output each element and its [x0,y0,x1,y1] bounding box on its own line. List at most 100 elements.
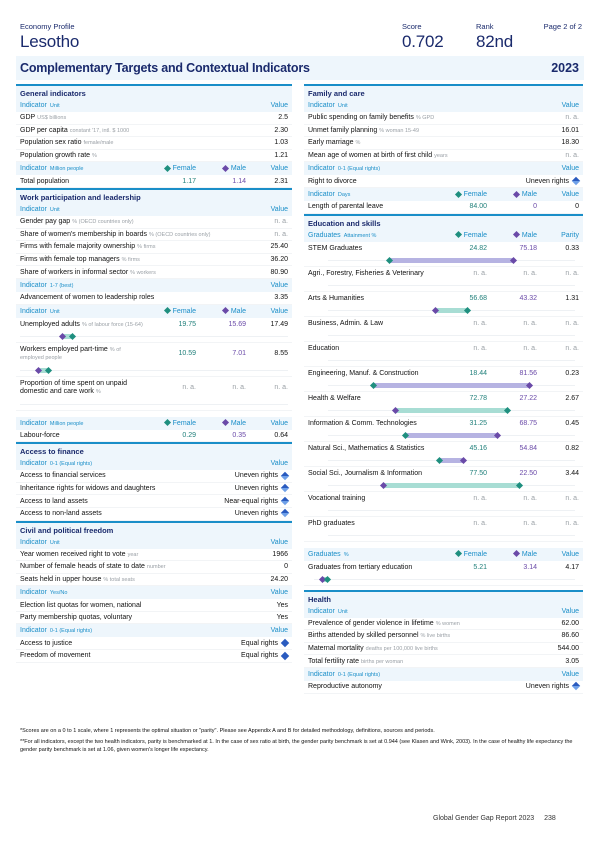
row-unit: % (OECD countries only) [149,231,211,238]
female-diamond-icon [454,231,462,239]
row-label: Labour-force [20,431,60,439]
row-label: Arts & Humanities [308,294,365,302]
row-label-cell: Births attended by skilled personnel% li… [308,632,561,639]
indicator-header-label: Indicator [20,419,47,427]
bar-baseline [328,534,575,536]
bar-row: Natural Sci., Mathematics & Statistics 45… [304,442,583,467]
row-value: 80.90 [270,268,288,276]
gap-segment [383,482,520,488]
female-diamond-icon [454,550,462,558]
rank-label: Rank [476,22,494,31]
bar-row: PhD graduates n. a. n. a. n. a. [304,517,583,542]
male-value: n. a. [232,384,246,392]
banner-year: 2023 [551,61,579,75]
row-label-cell: Unmet family planning% woman 15-49 [308,127,561,134]
table-row: Right to divorce Uneven rights [304,175,583,188]
row-label: Access to financial services [20,472,106,480]
row-label-cell: STEM Graduates [308,245,437,252]
section-civil-political-freedom: Civil and political freedom Indicator Unit… [16,520,292,663]
row-unit: number [146,564,166,571]
row-label: Unmet family planning [308,126,378,134]
unit-header-label: 0-1 (Equal rights) [337,166,381,173]
row-unit: constant '17, intl. $ 1000 [69,127,130,134]
male-value: 75.18 [519,244,537,252]
row-label-cell: Advancement of women to leadership roles [20,294,274,301]
indicator-header-label: Indicator [308,190,335,198]
rights-value: Uneven rights [525,683,569,691]
row-label-cell: Maternal mortality deaths per 100,000 liv… [308,645,558,652]
rights-value: Equal rights [241,652,278,660]
value-header-label: Value [561,670,579,678]
bar-row: Education n. a. n. a. n. a. [304,342,583,367]
row-label: Education [308,344,340,352]
row-unit: US$ billions [37,115,67,122]
female-value: 31.25 [469,419,487,427]
male-header: Male [196,307,246,315]
rank-value: 82nd [476,32,514,51]
column-header-indicator: Graduates Attainment % [308,232,437,239]
row-label-cell: Natural Sci., Mathematics & Statistics [308,445,437,452]
rights-value: Equal rights [241,639,278,647]
column-header-indicator: Indicator 0-1 (Equal rights) [308,671,537,678]
bar-baseline [314,578,575,580]
left-column: General indicators Indicator Unit Value GDP U… [16,84,292,663]
row-unit: % live births [420,633,451,640]
indicator-header-label: Indicator [308,607,335,615]
row-value: n. a. [565,269,579,277]
table-row: Access to non-land assets Uneven rights [16,508,292,521]
column-header-indicator: Indicator Unit [20,308,146,315]
column-header-indicator: Indicator Million people [20,420,146,427]
row-label: Access to land assets [20,497,88,505]
female-value: n. a. [473,519,487,527]
column-header-indicator: Indicator 0-1 (Equal rights) [20,627,246,634]
row-value: 1966 [272,550,288,558]
rights-diamond-icon [571,682,581,691]
bar-row-values: Engineering, Manuf. & Construction 18.44 8… [308,367,579,380]
unit-header-label: Unit [49,103,60,109]
parity-bar [328,255,575,266]
bar-row-values: Information & Comm. Technologies 31.25 68.… [308,417,579,430]
column-header-indicator: Indicator Yes/No [20,589,246,596]
row-label-cell: Number of female heads of state to date n… [20,563,284,570]
right-column: Family and care Indicator Unit Value Public … [304,84,583,694]
value-header-label: Value [270,281,288,289]
male-value: n. a. [523,344,537,352]
row-label: Population sex ratio [20,139,82,147]
unit-header-label: 0-1 (Equal rights) [49,628,93,635]
indicator-header-label: Indicator [308,165,335,173]
parity-bar [328,430,575,441]
row-label-cell: Population sex ratio female/male [20,139,274,146]
male-header-label: Male [230,165,246,173]
table-row: Total population 1.17 1.14 2.31 [16,175,292,188]
female-header-label: Female [463,190,487,198]
row-label-cell: GDP US$ billions [20,114,278,121]
row-label: Right to divorce [308,177,357,185]
column-header-indicator: Indicator Days [308,191,437,198]
row-label: Business, Admin. & Law [308,319,384,327]
row-label-cell: Information & Comm. Technologies [308,420,437,427]
bar-baseline [20,403,288,405]
value-header-label: Value [270,102,288,109]
bar-row-values: Arts & Humanities 56.68 43.32 1.31 [308,292,579,305]
male-value: 0 [533,203,537,211]
table-row: Length of parental leave 84.00 0 0 [304,201,583,214]
bar-row-values: Vocational training n. a. n. a. n. a. [308,492,579,505]
row-label-cell: Health & Welfare [308,395,437,402]
column-header-row: Indicator Unit Value [16,99,292,112]
row-label-cell: Arts & Humanities [308,295,437,302]
rights-value-cell: Uneven rights [525,682,581,691]
table-row: Reproductive autonomy Uneven rights [304,681,583,694]
row-label-cell: Vocational training [308,495,437,502]
table-row: Labour-force 0.29 0.35 0.64 [16,430,292,443]
row-unit: % women [435,620,460,627]
table-row: Share of women's membership in boards% (… [16,229,292,242]
parity-bar [328,405,575,416]
row-label: Proportion of time spent on unpaid domes… [20,379,128,395]
parity-bar [314,574,575,585]
row-label-cell: Unemployed adults% of labour force (15-6… [20,321,146,328]
row-value: n. a. [565,114,579,122]
section-banner: Complementary Targets and Contextual Ind… [16,56,584,80]
parity-bar [328,355,575,366]
table-row: Party membership quotas, voluntary Yes [16,612,292,625]
unit-header-label: Attainment % [343,232,377,239]
